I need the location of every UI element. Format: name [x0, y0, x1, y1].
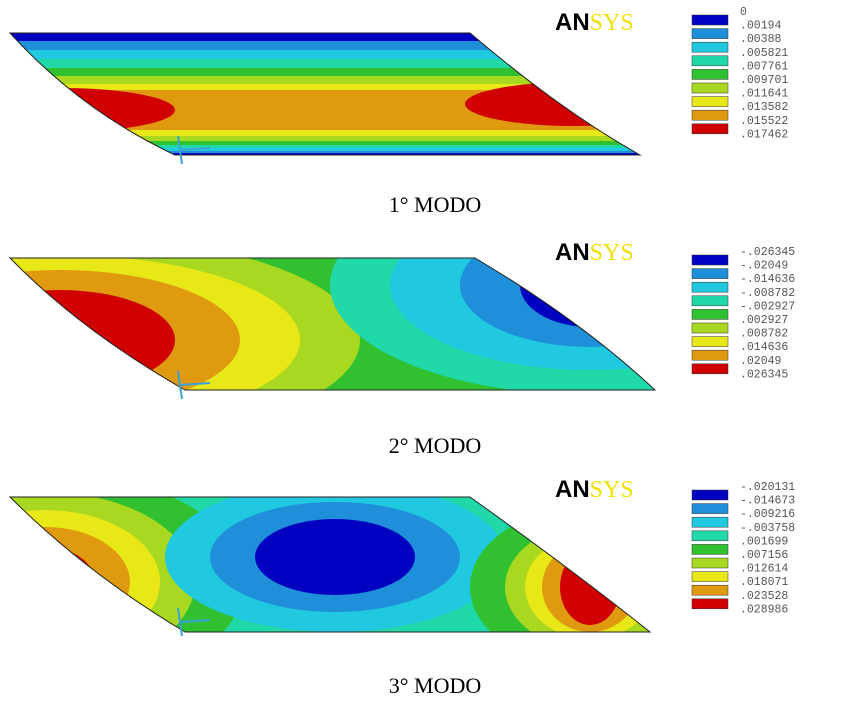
legend-label: -.003758: [740, 522, 795, 535]
caption: 2° MODO: [389, 433, 482, 458]
legend-swatch: [691, 82, 729, 94]
plate-contours: [10, 33, 640, 155]
legend-swatch: [691, 584, 729, 596]
contour-band: [10, 76, 640, 84]
contour-band: [10, 141, 640, 145]
legend-swatch: [691, 268, 729, 279]
legend-swatch: [691, 516, 729, 528]
legend-swatch: [691, 295, 729, 307]
axis-triad: [177, 370, 211, 400]
legend-label: .012614: [740, 563, 788, 576]
legend-label: .009701: [740, 74, 788, 87]
legend-label: -.014636: [740, 273, 795, 286]
legend-swatch: [691, 489, 729, 501]
contour-band: [10, 68, 640, 76]
legend-label: .014636: [740, 341, 788, 354]
legend-label: .007761: [740, 60, 788, 73]
caption: 1° MODO: [389, 192, 482, 217]
legend-swatch: [691, 14, 729, 26]
legend-label: .023528: [740, 590, 788, 603]
legend-swatch: [691, 544, 729, 555]
contour-region: [465, 82, 640, 126]
legend-swatch: [691, 571, 729, 582]
contour-band: [10, 59, 640, 68]
legend-swatch: [691, 349, 729, 361]
legend-swatch: [691, 336, 729, 347]
legend-swatch: [691, 557, 729, 569]
legend-swatch: [691, 96, 729, 107]
legend-swatch: [691, 281, 729, 293]
contour-region: [255, 519, 415, 595]
legend-label: .028986: [740, 603, 788, 616]
axis-triad: [177, 607, 211, 637]
legend-swatch: [691, 363, 729, 375]
legend-label: 0: [740, 6, 747, 19]
legend-swatch: [691, 123, 729, 135]
ansys-logo: ANSYS: [555, 476, 634, 503]
contour-band: [10, 130, 640, 136]
legend-label: .005821: [740, 47, 788, 60]
legend-label: .017462: [740, 128, 788, 141]
panel: ANSYS 0.00194.00388.005821.007761.009701.…: [8, 6, 788, 165]
legend-swatch: [691, 503, 729, 514]
legend-label: .007156: [740, 549, 788, 562]
plate-outline: [8, 496, 652, 633]
contour-band: [10, 145, 640, 148]
legend-label: .001699: [740, 535, 788, 548]
legend-label: -.026345: [740, 246, 795, 259]
legend-label: -.009216: [740, 508, 795, 521]
contour-band: [10, 151, 640, 153]
plate-outline: [8, 32, 642, 156]
legend-swatch: [691, 530, 729, 542]
legend-swatch: [691, 41, 729, 53]
ansys-logo: ANSYS: [555, 239, 634, 266]
caption: 3° MODO: [389, 673, 482, 698]
legend-label: .008782: [740, 328, 788, 341]
legend-label: .00194: [740, 20, 782, 33]
ansys-logo: ANSYS: [555, 9, 634, 36]
legend-label: .018071: [740, 576, 788, 589]
legend-label: -.008782: [740, 287, 795, 300]
legend-swatch: [691, 55, 729, 67]
legend-label: -.020131: [740, 481, 795, 494]
contour-band: [10, 84, 640, 90]
legend-label: -.02049: [740, 260, 788, 273]
contour-band: [10, 136, 640, 141]
plate-outline: [8, 257, 657, 391]
legend-swatch: [691, 109, 729, 121]
contour-band: [10, 41, 640, 50]
legend-swatch: [691, 69, 729, 80]
legend-label: -.002927: [740, 300, 795, 313]
legend-swatch: [691, 598, 729, 610]
contour-band: [10, 148, 640, 151]
legend-label: .002927: [740, 314, 788, 327]
contour-band: [10, 153, 640, 155]
legend-label: .015522: [740, 115, 788, 128]
legend-label: .013582: [740, 101, 788, 114]
contour-region: [560, 549, 620, 625]
legend-label: .00388: [740, 33, 782, 46]
contour-band: [10, 33, 640, 41]
legend-label: -.014673: [740, 495, 795, 508]
plate-contours: [10, 497, 650, 632]
legend-label: .02049: [740, 355, 782, 368]
contour-band: [10, 50, 640, 59]
legend-label: .011641: [740, 88, 788, 101]
panel: ANSYS -.020131-.014673-.009216-.003758.00…: [8, 476, 795, 637]
legend-swatch: [691, 309, 729, 320]
legend-swatch: [691, 254, 729, 266]
legend-label: .026345: [740, 368, 788, 381]
legend-swatch: [691, 28, 729, 39]
legend-swatch: [691, 322, 729, 334]
axis-triad: [177, 135, 211, 165]
